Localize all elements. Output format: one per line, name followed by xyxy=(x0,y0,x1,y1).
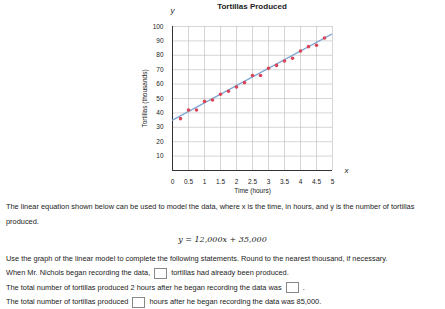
svg-text:20: 20 xyxy=(156,138,164,145)
svg-text:y: y xyxy=(170,6,176,15)
svg-text:4: 4 xyxy=(299,178,303,185)
html-text:The linear equation shown belo: The linear equation shown below can be u… xyxy=(6,202,415,226)
svg-text:60: 60 xyxy=(156,80,164,87)
html-text:The total number of tortillas: The total number of tortillas produced xyxy=(6,297,129,306)
html-text:When Mr. Nichols began recordi: When Mr. Nichols began recording the dat… xyxy=(6,268,151,277)
svg-text:Time (hours): Time (hours) xyxy=(234,187,271,195)
html-text:The total number of tortillas: The total number of tortillas produced 2… xyxy=(6,282,282,292)
svg-text:2: 2 xyxy=(235,178,239,185)
svg-text:Tortillas (thousands): Tortillas (thousands) xyxy=(141,69,149,127)
svg-text:10: 10 xyxy=(156,152,164,159)
svg-text:70: 70 xyxy=(156,66,164,73)
svg-text:30: 30 xyxy=(156,123,164,130)
svg-text:40: 40 xyxy=(156,109,164,116)
svg-text:100: 100 xyxy=(153,23,164,30)
svg-text:3: 3 xyxy=(267,178,271,185)
html-text:hours after he began recording: hours after he began recording the data … xyxy=(149,297,322,306)
html-text:Use the graph of the linear mo: Use the graph of the linear model to com… xyxy=(6,253,388,263)
svg-text:2.5: 2.5 xyxy=(248,178,257,185)
svg-text:x: x xyxy=(344,166,350,175)
svg-text:1: 1 xyxy=(203,178,207,185)
svg-text:1.5: 1.5 xyxy=(216,178,225,185)
svg-text:3.5: 3.5 xyxy=(280,178,289,185)
svg-text:50: 50 xyxy=(156,95,164,102)
html-text:y = 12,000x + 35,000: y = 12,000x + 35,000 xyxy=(178,235,267,244)
svg-text:5: 5 xyxy=(331,178,335,185)
svg-text:90: 90 xyxy=(156,37,164,44)
svg-text:80: 80 xyxy=(156,51,164,58)
svg-text:0.5: 0.5 xyxy=(184,178,193,185)
html-text:Tortillas Produced: Tortillas Produced xyxy=(217,2,287,11)
html-text:tortillas had already been pro: tortillas had already been produced. xyxy=(171,268,289,277)
svg-text:4.5: 4.5 xyxy=(312,178,321,185)
svg-text:0: 0 xyxy=(171,178,175,185)
